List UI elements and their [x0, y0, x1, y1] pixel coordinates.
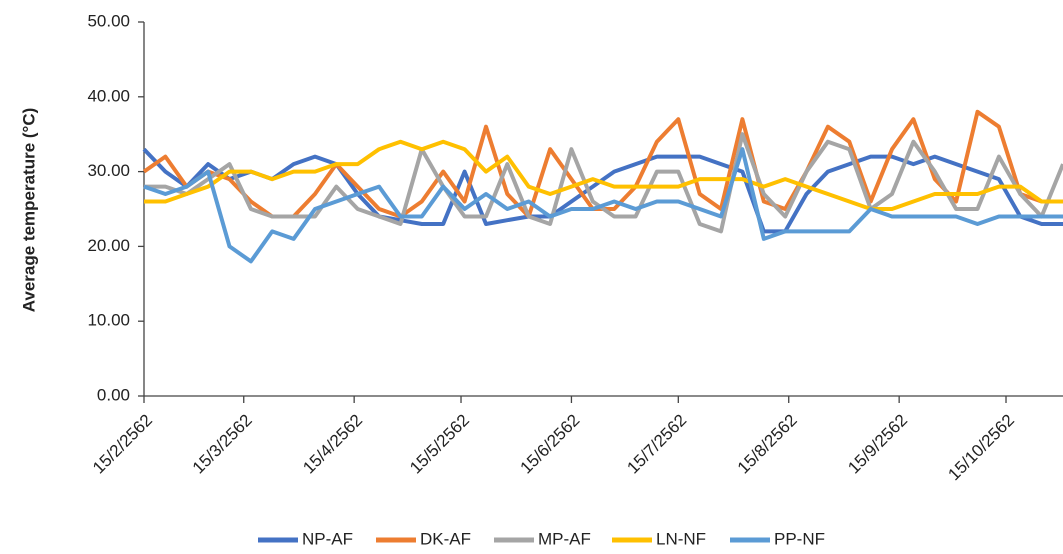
y-tick-label: 0.00 [97, 385, 130, 404]
x-tick-label: 15/10/2562 [944, 411, 1018, 485]
y-tick-label: 40.00 [87, 86, 130, 105]
x-tick-label: 15/9/2562 [844, 411, 911, 478]
y-tick-label: 30.00 [87, 161, 130, 180]
y-tick-label: 10.00 [87, 311, 130, 330]
y-tick-label: 50.00 [87, 11, 130, 30]
series-line [144, 132, 1063, 234]
x-tick-label: 15/5/2562 [406, 411, 473, 478]
x-tick-label: 15/4/2562 [299, 411, 366, 478]
legend-label: MP-AF [538, 529, 591, 548]
legend-label: NP-AF [302, 529, 353, 548]
series-line [142, 147, 1063, 234]
legend-label: PP-NF [774, 529, 825, 548]
x-tick-label: 15/6/2562 [517, 411, 584, 478]
legend-label: LN-NF [656, 529, 706, 548]
x-tick-label: 15/2/2562 [89, 411, 156, 478]
x-tick-label: 15/8/2562 [734, 411, 801, 478]
legend-label: DK-AF [420, 529, 471, 548]
series-line [144, 139, 1063, 211]
series-line [142, 109, 1063, 219]
y-tick-label: 20.00 [87, 236, 130, 255]
x-tick-label: 15/7/2562 [623, 411, 690, 478]
y-axis-label: Average temperature (°C) [19, 108, 38, 313]
x-tick-label: 15/3/2562 [189, 411, 256, 478]
series-line [143, 147, 1063, 264]
